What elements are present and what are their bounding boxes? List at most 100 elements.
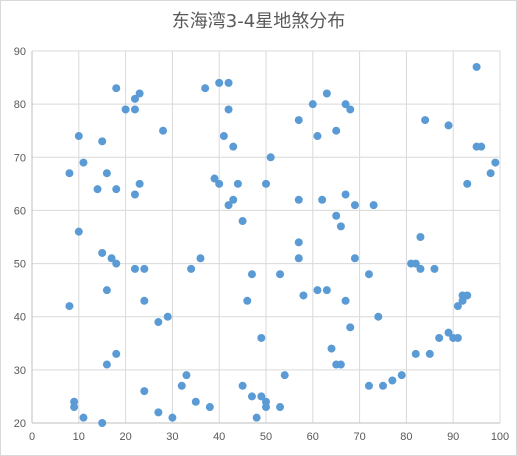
data-point xyxy=(163,312,172,321)
data-point xyxy=(346,323,355,332)
data-point xyxy=(276,403,285,412)
data-point xyxy=(65,169,74,178)
x-tick-label: 70 xyxy=(353,431,365,443)
data-point xyxy=(93,185,102,194)
data-point xyxy=(453,302,462,311)
data-point xyxy=(411,349,420,358)
x-tick-label: 30 xyxy=(166,431,178,443)
data-point xyxy=(140,296,149,305)
data-point xyxy=(252,413,261,422)
data-point xyxy=(187,264,196,273)
data-point xyxy=(477,142,486,151)
data-point xyxy=(205,403,214,412)
data-point xyxy=(322,89,331,98)
data-point xyxy=(224,78,233,87)
data-point xyxy=(299,291,308,300)
data-point xyxy=(257,392,266,401)
data-point xyxy=(294,238,303,247)
data-point xyxy=(229,195,238,204)
chart-title: 东海湾3-4星地煞分布 xyxy=(171,11,346,32)
data-point xyxy=(229,142,238,151)
data-point xyxy=(266,153,275,162)
data-point xyxy=(74,227,83,236)
data-point xyxy=(435,333,444,342)
data-point xyxy=(65,302,74,311)
x-tick-label: 60 xyxy=(307,431,319,443)
y-tick-label: 20 xyxy=(14,418,26,430)
data-point xyxy=(224,105,233,114)
data-point xyxy=(262,179,270,188)
data-point xyxy=(327,344,336,353)
data-point xyxy=(238,217,247,226)
data-point xyxy=(486,169,495,178)
x-tick-label: 0 xyxy=(29,431,35,443)
data-point xyxy=(196,254,205,263)
data-point xyxy=(98,248,107,257)
data-point xyxy=(463,291,472,300)
data-point xyxy=(313,132,322,141)
data-point xyxy=(70,403,79,412)
data-point xyxy=(416,233,425,241)
data-point xyxy=(130,190,139,199)
data-point xyxy=(215,78,224,87)
data-point xyxy=(341,296,350,305)
data-point xyxy=(112,84,121,93)
data-point xyxy=(154,408,163,417)
y-tick-label: 80 xyxy=(14,99,26,111)
data-point xyxy=(453,333,462,342)
data-point xyxy=(322,286,331,295)
data-point xyxy=(98,419,107,427)
data-point xyxy=(430,264,439,273)
data-point xyxy=(243,296,252,305)
data-point xyxy=(112,185,121,194)
data-point xyxy=(135,179,144,188)
y-tick-label: 60 xyxy=(14,205,26,217)
x-tick-label: 100 xyxy=(491,431,509,443)
data-point xyxy=(336,360,345,369)
data-point xyxy=(332,126,341,135)
data-point xyxy=(98,137,107,146)
data-point xyxy=(388,376,397,385)
data-point xyxy=(444,121,453,130)
y-tick-label: 30 xyxy=(14,365,26,377)
data-point xyxy=(182,371,191,380)
data-point xyxy=(416,264,425,273)
data-point xyxy=(350,254,359,263)
data-point xyxy=(201,84,210,93)
y-tick-label: 70 xyxy=(14,152,26,164)
data-point xyxy=(444,328,453,337)
data-point xyxy=(397,371,406,380)
data-point xyxy=(369,201,378,210)
data-point xyxy=(102,286,111,295)
data-point xyxy=(421,116,430,125)
y-tick-label: 50 xyxy=(14,259,26,271)
data-point xyxy=(346,105,355,114)
data-point xyxy=(210,174,219,183)
data-point xyxy=(379,381,387,390)
y-tick-label: 40 xyxy=(14,312,26,324)
data-point xyxy=(276,270,285,279)
data-point xyxy=(247,392,256,401)
data-point xyxy=(332,211,341,220)
data-point xyxy=(112,349,121,358)
data-point xyxy=(374,312,383,321)
data-point xyxy=(130,105,139,114)
x-tick-label: 90 xyxy=(447,431,459,443)
x-tick-label: 80 xyxy=(400,431,412,443)
data-point xyxy=(313,286,322,295)
data-point xyxy=(140,387,149,396)
data-point xyxy=(168,413,177,422)
data-point xyxy=(130,94,139,103)
data-point xyxy=(458,296,467,305)
x-tick-label: 10 xyxy=(73,431,85,443)
data-point xyxy=(280,371,289,380)
x-tick-label: 40 xyxy=(213,431,225,443)
data-point xyxy=(238,381,247,390)
data-point xyxy=(224,201,233,210)
data-point xyxy=(411,259,420,268)
data-point xyxy=(154,318,163,327)
data-point xyxy=(215,179,224,188)
data-point xyxy=(219,132,228,141)
data-point xyxy=(425,349,434,358)
